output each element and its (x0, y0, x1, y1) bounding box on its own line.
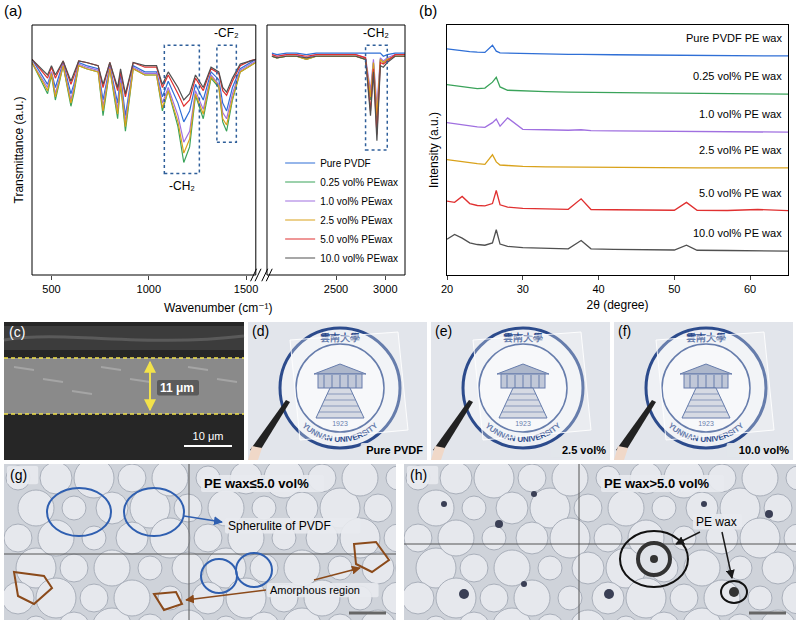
svg-text:Amorphous region: Amorphous region (270, 584, 360, 596)
svg-text:2500: 2500 (324, 283, 348, 295)
svg-text:40: 40 (592, 283, 604, 295)
svg-text:(e): (e) (435, 323, 452, 339)
svg-text:30: 30 (517, 283, 529, 295)
svg-text:10 μm: 10 μm (193, 430, 224, 442)
html-text:(b): (b) (419, 2, 438, 19)
svg-text:5.0 vol% PE wax: 5.0 vol% PE wax (699, 187, 782, 199)
svg-text:Transmittance (a.u.): Transmittance (a.u.) (12, 97, 26, 204)
svg-text:-CH₂: -CH₂ (363, 26, 389, 40)
svg-text:-CH₂: -CH₂ (169, 179, 195, 193)
svg-text:1.0 vol% PEwax: 1.0 vol% PEwax (320, 196, 392, 207)
svg-text:Wavenumber (cm⁻¹): Wavenumber (cm⁻¹) (164, 301, 273, 315)
svg-text:10.0 vol% PEwax: 10.0 vol% PEwax (320, 253, 398, 264)
svg-text:(f): (f) (618, 323, 631, 339)
svg-text:2.5 vol% PE wax: 2.5 vol% PE wax (699, 144, 782, 156)
svg-text:(g): (g) (10, 467, 27, 483)
svg-text:Pure PVDF PE wax: Pure PVDF PE wax (686, 32, 782, 44)
svg-text:1.0 vol% PE wax: 1.0 vol% PE wax (699, 108, 782, 120)
svg-text:PE wax≤5.0 vol%: PE wax≤5.0 vol% (204, 476, 309, 491)
svg-text:2.5 vol%: 2.5 vol% (562, 444, 606, 456)
svg-text:60: 60 (744, 283, 756, 295)
svg-text:0.25 vol% PE wax: 0.25 vol% PE wax (693, 70, 782, 82)
svg-text:Spherulite of PVDF: Spherulite of PVDF (228, 519, 331, 533)
svg-text:PE wax>5.0 vol%: PE wax>5.0 vol% (604, 476, 710, 491)
svg-text:10.0 vol%: 10.0 vol% (739, 444, 789, 456)
svg-text:1500: 1500 (234, 283, 258, 295)
svg-text:(d): (d) (252, 323, 269, 339)
svg-text:(c): (c) (9, 324, 25, 340)
svg-text:-CF₂: -CF₂ (214, 26, 239, 40)
svg-text:500: 500 (42, 283, 60, 295)
svg-text:Pure PVDF: Pure PVDF (366, 444, 423, 456)
svg-text:11 μm: 11 μm (160, 381, 194, 395)
svg-text:Intensity (a.u.): Intensity (a.u.) (427, 112, 441, 188)
svg-text:3000: 3000 (373, 283, 397, 295)
svg-text:0.25 vol% PEwax: 0.25 vol% PEwax (320, 177, 398, 188)
svg-text:PE wax: PE wax (696, 515, 737, 529)
html-text:(a): (a) (4, 2, 23, 19)
svg-text:5.0 vol% PEwax: 5.0 vol% PEwax (320, 234, 392, 245)
svg-text:20: 20 (441, 283, 453, 295)
svg-text:1000: 1000 (137, 283, 161, 295)
svg-text:Pure PVDF: Pure PVDF (320, 158, 371, 169)
svg-text:50: 50 (668, 283, 680, 295)
svg-text:2.5 vol% PEwax: 2.5 vol% PEwax (320, 215, 392, 226)
svg-text:(h): (h) (410, 467, 427, 483)
svg-text:2θ (degree): 2θ (degree) (586, 298, 648, 312)
svg-text:10.0 vol% PE wax: 10.0 vol% PE wax (693, 227, 782, 239)
